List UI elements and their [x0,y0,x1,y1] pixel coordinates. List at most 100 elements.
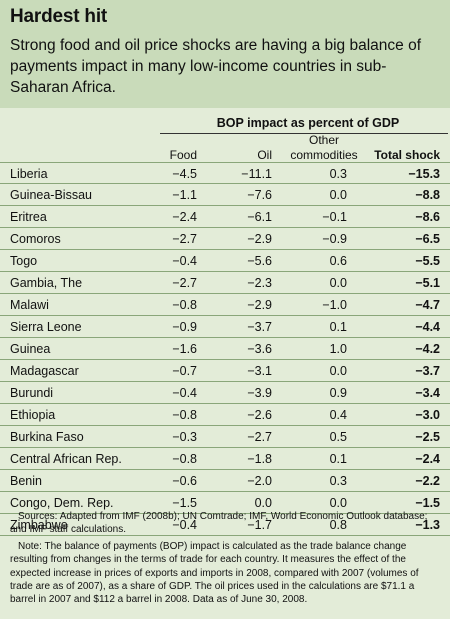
other-cell: 0.0 [329,364,347,378]
total-cell: −8.8 [415,188,440,202]
country-cell: Benin [10,474,42,488]
country-cell: Zimbabwe [10,518,68,532]
figure-subtitle: Strong food and oil price shocks are hav… [10,37,422,96]
other-cell: 1.0 [329,342,347,356]
food-cell: −0.8 [172,452,197,466]
food-cell: −0.8 [172,408,197,422]
figure-header: Hardest hit Strong food and oil price sh… [0,0,450,108]
country-cell: Guinea-Bissau [10,188,92,202]
other-cell: 0.0 [329,188,347,202]
total-cell: −3.7 [415,364,440,378]
oil-cell: −7.6 [247,188,272,202]
total-cell: −2.4 [415,452,440,466]
oil-cell: −2.7 [247,430,272,444]
column-header-other-line2: commodities [290,148,358,162]
table-row: Congo, Dem. Rep. −1.5 0.0 0.0 −1.5 [0,492,450,514]
country-cell: Central African Rep. [10,452,122,466]
country-cell: Eritrea [10,210,47,224]
food-cell: −0.9 [172,320,197,334]
other-cell: 0.3 [329,167,347,181]
food-cell: −2.4 [172,210,197,224]
group-header: BOP impact as percent of GDP [216,116,400,130]
oil-cell: −1.7 [247,518,272,532]
column-header-other-line1: Other [308,133,339,147]
oil-cell: −2.9 [247,232,272,246]
country-cell: Togo [10,254,38,268]
total-cell: −1.5 [415,496,440,510]
figure-notes: Sources: Adapted from IMF (2008b); UN Co… [10,510,442,610]
other-cell: 0.0 [329,496,347,510]
food-cell: −0.7 [172,364,197,378]
other-cell: 0.0 [329,276,347,290]
table-row: Ethiopia −0.8 −2.6 0.4 −3.0 [0,404,450,426]
other-cell: −0.1 [322,210,347,224]
country-cell: Gambia, The [10,276,83,290]
table-row: Guinea-Bissau −1.1 −7.6 0.0 −8.8 [0,184,450,206]
other-cell: 0.8 [329,518,347,532]
oil-cell: −3.7 [247,320,272,334]
country-cell: Comoros [10,232,61,246]
oil-cell: −2.3 [247,276,272,290]
table-row: Eritrea −2.4 −6.1 −0.1 −8.6 [0,206,450,228]
total-cell: −3.4 [415,386,440,400]
other-cell: 0.1 [329,452,347,466]
food-cell: −0.4 [172,386,197,400]
column-header-oil: Oil [257,148,272,162]
group-header-rule [160,133,448,134]
total-cell: −5.5 [415,254,440,268]
methodology-note: Note: The balance of payments (BOP) impa… [10,540,419,606]
table-body: Liberia −4.5 −11.1 0.3 −15.3 Guinea-Bissau −1.… [0,162,450,536]
total-cell: −4.2 [415,342,440,356]
food-cell: −1.1 [172,188,197,202]
oil-cell: −2.9 [247,298,272,312]
food-cell: −1.5 [172,496,197,510]
food-cell: −4.5 [172,167,197,181]
table-row: Burundi −0.4 −3.9 0.9 −3.4 [0,382,450,404]
food-cell: −0.6 [172,474,197,488]
figure-title: Hardest hit [10,6,108,27]
total-cell: −8.6 [415,210,440,224]
oil-cell: −6.1 [247,210,272,224]
oil-cell: −3.1 [247,364,272,378]
oil-cell: −2.0 [247,474,272,488]
oil-cell: −11.1 [241,167,272,181]
other-cell: 0.5 [329,430,347,444]
table-row: Central African Rep. −0.8 −1.8 0.1 −2.4 [0,448,450,470]
total-cell: −4.7 [415,298,440,312]
oil-cell: −3.6 [247,342,272,356]
country-cell: Madagascar [10,364,79,378]
column-header-other: Other commodities [286,133,362,163]
total-cell: −4.4 [415,320,440,334]
table-row: Zimbabwe −0.4 −1.7 0.8 −1.3 [0,514,450,536]
oil-cell: −1.8 [247,452,272,466]
oil-cell: 0.0 [254,496,272,510]
total-cell: −1.3 [415,518,440,532]
other-cell: 0.6 [329,254,347,268]
other-cell: −0.9 [322,232,347,246]
food-cell: −0.8 [172,298,197,312]
food-cell: −2.7 [172,276,197,290]
oil-cell: −3.9 [247,386,272,400]
table-row: Gambia, The −2.7 −2.3 0.0 −5.1 [0,272,450,294]
table-row: Benin −0.6 −2.0 0.3 −2.2 [0,470,450,492]
table-row: Togo −0.4 −5.6 0.6 −5.5 [0,250,450,272]
food-cell: −0.4 [172,254,197,268]
table-row: Guinea −1.6 −3.6 1.0 −4.2 [0,338,450,360]
total-cell: −2.5 [415,430,440,444]
total-cell: −15.3 [408,167,440,181]
food-cell: −0.3 [172,430,197,444]
table-row: Madagascar −0.7 −3.1 0.0 −3.7 [0,360,450,382]
column-header-food: Food [169,148,197,162]
oil-cell: −2.6 [247,408,272,422]
country-cell: Guinea [10,342,51,356]
data-table: BOP impact as percent of GDP Food Oil Ot… [0,108,450,536]
table-row: Burkina Faso −0.3 −2.7 0.5 −2.5 [0,426,450,448]
oil-cell: −5.6 [247,254,272,268]
food-cell: −2.7 [172,232,197,246]
country-cell: Liberia [10,167,48,181]
column-header-total: Total shock [374,148,440,162]
total-cell: −6.5 [415,232,440,246]
other-cell: 0.3 [329,474,347,488]
food-cell: −1.6 [172,342,197,356]
